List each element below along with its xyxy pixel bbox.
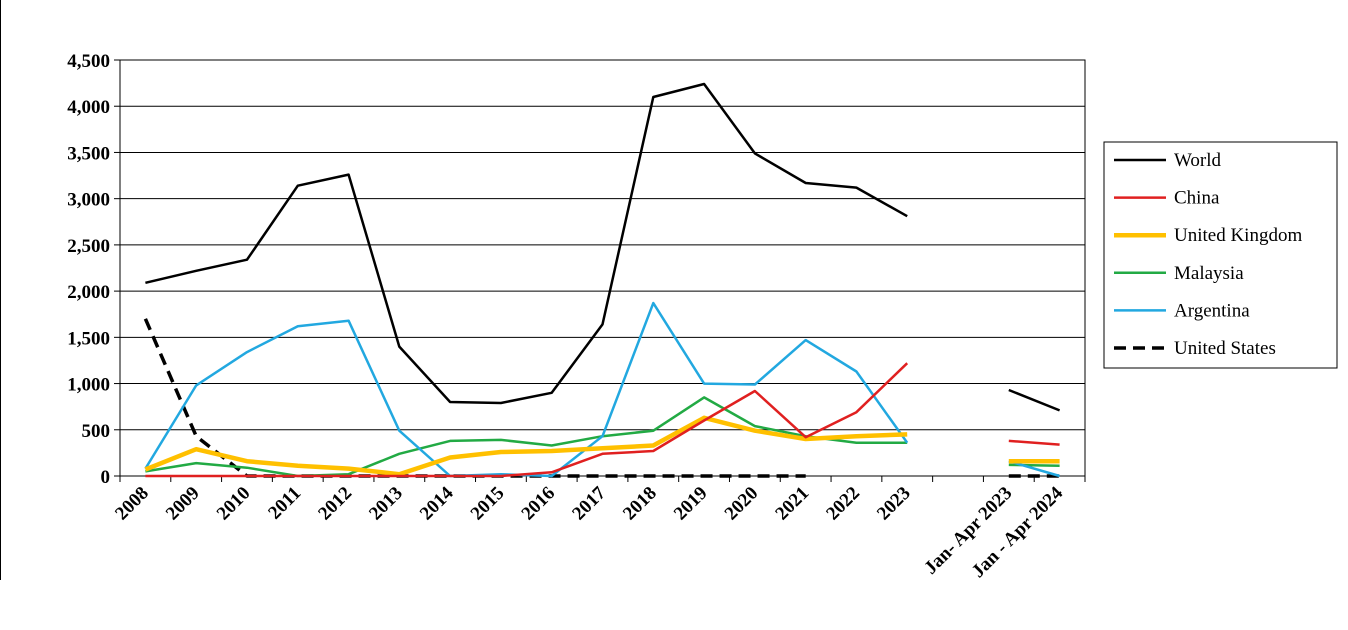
legend-label: United Kingdom [1174,225,1302,246]
x-tick-label: 2010 [213,483,255,525]
y-axis-ticks: 0 500 1,000 1,500 2,000 2,500 3,000 3,500 4,000 4… [67,51,110,488]
x-tick-label: 2022 [822,483,864,525]
x-tick-label: 2016 [518,483,560,525]
left-edge-border [0,0,1,580]
y-tick-label: 1,500 [67,328,110,349]
y-tick-label: 4,000 [67,97,110,118]
series-line-china [145,362,909,478]
series-line-united-states [143,318,806,478]
x-tick-label: 2011 [264,483,305,524]
y-tick-label: 500 [82,421,111,442]
series-lines [143,82,1061,478]
gridlines [114,59,1086,482]
x-tick-label: 2017 [568,482,610,524]
x-tick-label: Jan- Apr 2023 [920,483,1016,579]
x-tick-label: 2008 [111,483,153,525]
y-tick-label: 3,500 [67,143,110,164]
x-tick-label: 2009 [162,483,204,525]
x-tick-label: 2012 [314,483,356,525]
y-tick-label: 0 [101,467,111,488]
x-tick-label: 2014 [416,482,458,524]
x-tick-label: 2018 [619,483,661,525]
x-axis-ticks: 2008 2009 2010 2011 2012 2013 2014 2015 2016 2017… [111,482,1067,582]
series-line-argentina [1008,459,1060,478]
series-line-malaysia [145,396,908,478]
x-tick-label: 2021 [771,483,813,525]
x-tick-label: Jan - Apr 2024 [968,482,1068,582]
legend-label: United States [1174,338,1276,359]
legend-box [1103,141,1338,369]
y-tick-label: 1,000 [67,375,110,396]
series-line-world [145,82,908,405]
series-line-world [1008,388,1061,412]
y-tick-label: 4,500 [67,51,110,72]
x-tick-label: 2019 [670,483,712,525]
series-line-malaysia [1008,463,1060,468]
x-tick-label: 2015 [467,483,509,525]
legend-label: World [1174,150,1222,171]
x-tick-label: 2020 [721,483,763,525]
series-line-china [1008,439,1060,446]
x-tick-label: 2023 [873,483,915,525]
series-line-united-kingdom [144,415,908,477]
y-tick-label: 2,000 [67,282,110,303]
y-tick-label: 2,500 [67,236,110,257]
legend-label: China [1174,188,1220,209]
legend: World China United Kingdom Malaysia Argentin… [1103,141,1338,369]
x-tick-label: 2013 [365,483,407,525]
plot-area-frame [119,59,1086,477]
legend-label: Malaysia [1174,263,1244,284]
y-tick-label: 3,000 [67,190,110,211]
legend-label: Argentina [1174,300,1250,321]
